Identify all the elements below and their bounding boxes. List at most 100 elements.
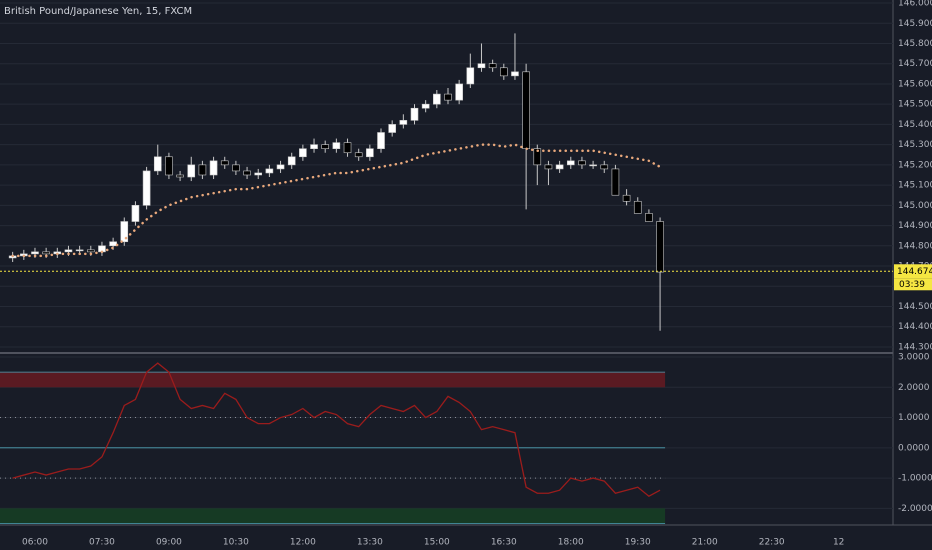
- marks: [0, 33, 893, 498]
- candle-body: [299, 148, 307, 158]
- y-tick-label: 144.400: [898, 322, 932, 332]
- y-tick-label: 145.900: [898, 19, 932, 29]
- y-tick-label: 145.100: [898, 181, 932, 191]
- zone: [0, 372, 666, 388]
- candle-body: [120, 221, 129, 243]
- candle-body: [410, 107, 419, 121]
- candle-body: [656, 221, 664, 273]
- candle-body: [198, 164, 207, 176]
- x-tick-label: 07:30: [89, 538, 115, 548]
- y-tick-label: 3.0000: [898, 353, 930, 363]
- candle-body: [377, 132, 385, 149]
- candle-body: [645, 213, 653, 222]
- candle-body: [533, 148, 542, 166]
- candle-body: [321, 144, 330, 149]
- candle-body: [421, 103, 430, 109]
- x-tick-label: 12:00: [290, 538, 316, 548]
- candle-body: [511, 71, 519, 77]
- candle-body: [388, 124, 396, 133]
- x-tick-label: 09:00: [156, 538, 182, 548]
- candle-body: [86, 249, 95, 253]
- candle-body: [500, 67, 508, 77]
- x-tick-label: 12: [833, 538, 844, 548]
- candle-body: [187, 164, 196, 178]
- candle-body: [611, 168, 620, 196]
- candle-body: [165, 156, 173, 176]
- candle-body: [488, 63, 497, 69]
- y-tick-label: -2.0000: [898, 504, 932, 514]
- y-tick-label: 2.0000: [898, 383, 930, 393]
- countdown-box: [894, 278, 932, 291]
- candle-body: [354, 152, 363, 158]
- candle-body: [455, 83, 463, 101]
- y-tick-label: 145.600: [898, 79, 932, 89]
- x-tick-label: 13:30: [357, 538, 383, 548]
- countdown-label: 03:39: [899, 280, 925, 290]
- candle-body: [131, 205, 140, 222]
- candle-body: [176, 174, 184, 178]
- candle-body: [578, 160, 586, 166]
- y-tick-label: 145.200: [898, 160, 932, 170]
- candle-body: [366, 148, 374, 158]
- candle-body: [433, 93, 441, 105]
- last-price-label: 144.674: [897, 267, 932, 277]
- grid: [0, 2, 893, 524]
- candle-body: [600, 164, 609, 170]
- candle-body: [142, 170, 151, 206]
- y-tick-label: 144.300: [898, 342, 932, 352]
- y-tick-label: 144.500: [898, 302, 932, 312]
- candle-body: [42, 251, 50, 255]
- x-tick-label: 19:30: [625, 538, 651, 548]
- labels: 06:00 07:30 09:00 10:30 12:00 13:30 15:00 16:30…: [22, 0, 932, 548]
- candle-body: [633, 200, 642, 214]
- y-tick-label: 1.0000: [898, 413, 930, 423]
- x-tick-label: 15:00: [424, 538, 450, 548]
- candle-body: [399, 120, 408, 125]
- candle-body: [332, 142, 341, 149]
- y-tick-label: 145.400: [898, 120, 932, 130]
- zone: [0, 508, 666, 524]
- candle-body: [622, 194, 631, 202]
- candle-body: [220, 160, 229, 166]
- candle-body: [265, 168, 274, 174]
- candle-body: [232, 164, 240, 172]
- candle-body: [444, 93, 452, 101]
- y-tick-label: 145.800: [898, 39, 932, 49]
- candle-body: [209, 160, 218, 176]
- candle-body: [466, 67, 475, 85]
- y-tick-label: -1.0000: [898, 474, 932, 484]
- candle-body: [153, 156, 162, 172]
- x-tick-label: 22:30: [759, 538, 785, 548]
- candle-body: [254, 172, 263, 176]
- y-tick-label: 145.700: [898, 59, 932, 69]
- x-tick-label: 06:00: [22, 538, 48, 548]
- x-tick-label: 10:30: [223, 538, 249, 548]
- x-tick-label: 16:30: [491, 538, 517, 548]
- candle-body: [477, 63, 486, 69]
- candle-body: [64, 249, 73, 253]
- y-tick-label: 144.900: [898, 221, 932, 231]
- x-tick-label: 18:00: [558, 538, 584, 548]
- chart-title: British Pound/Japanese Yen, 15, FXCM: [4, 6, 192, 17]
- candle-body: [310, 144, 318, 149]
- candle-body: [343, 142, 352, 154]
- candle-body: [276, 164, 285, 170]
- candle-body: [544, 164, 553, 170]
- candle-body: [287, 156, 296, 166]
- candle-body: [566, 160, 575, 166]
- candle-body: [555, 164, 564, 170]
- candle-body: [243, 170, 251, 176]
- candle-body: [589, 164, 597, 167]
- y-tick-label: 145.300: [898, 140, 932, 150]
- candle-body: [31, 251, 39, 255]
- y-tick-label: 0.0000: [898, 443, 930, 453]
- y-tick-label: 145.500: [898, 100, 932, 110]
- candle-body: [522, 71, 530, 149]
- y-tick-label: 145.000: [898, 201, 932, 211]
- y-tick-label: 146.000: [898, 0, 932, 9]
- oscillator-line: [12, 362, 661, 498]
- candle-body: [109, 241, 117, 247]
- x-tick-label: 21:00: [692, 538, 718, 548]
